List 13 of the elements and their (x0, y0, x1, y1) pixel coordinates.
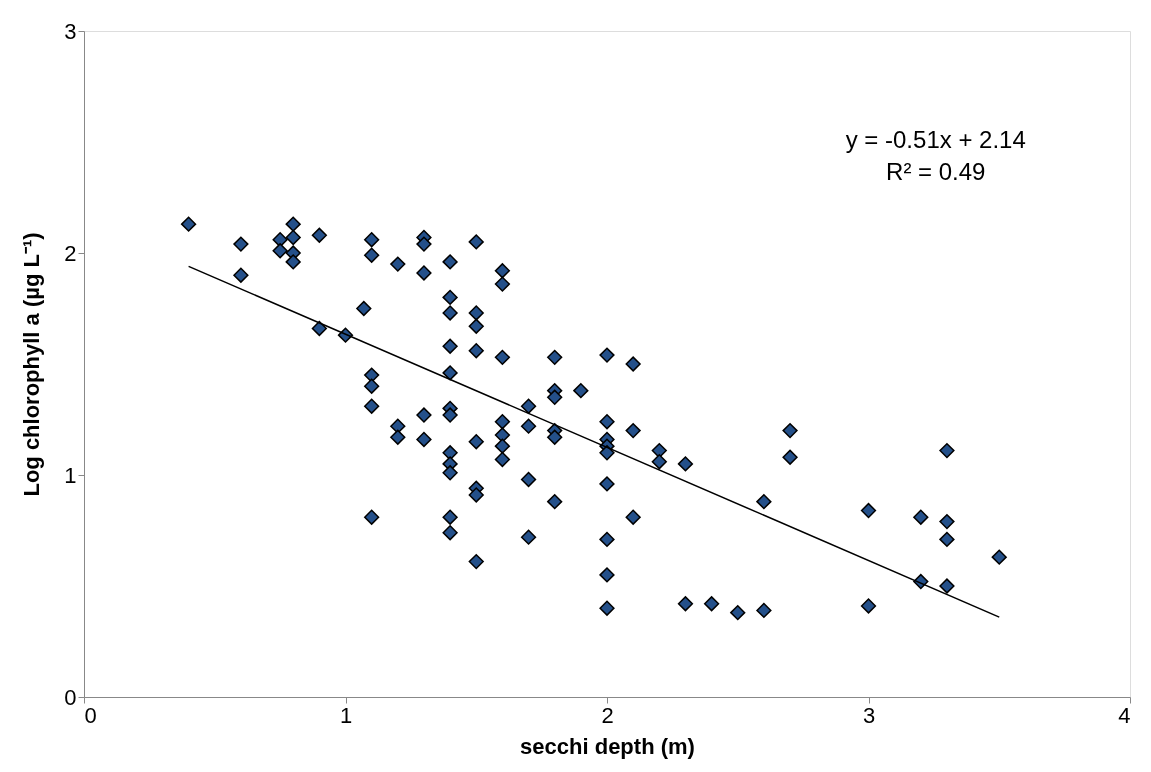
x-tick-label: 3 (862, 702, 876, 728)
annotation: R² = 0.49 (886, 158, 986, 185)
y-axis-title: Log chlorophyll a (µg L⁻¹) (19, 232, 45, 497)
y-tick-label: 3 (64, 18, 77, 44)
y-tick-label: 1 (64, 462, 77, 488)
x-tick-label: 0 (84, 702, 97, 728)
x-tick-label: 1 (339, 702, 353, 728)
x-axis-title: secchi depth (m) (520, 733, 695, 759)
y-tick-label: 2 (64, 240, 77, 266)
annotation: y = -0.51x + 2.14 (845, 126, 1026, 153)
y-tick-label: 0 (64, 684, 77, 710)
x-tick-label: 4 (1118, 702, 1131, 728)
x-tick-label: 2 (601, 702, 614, 728)
